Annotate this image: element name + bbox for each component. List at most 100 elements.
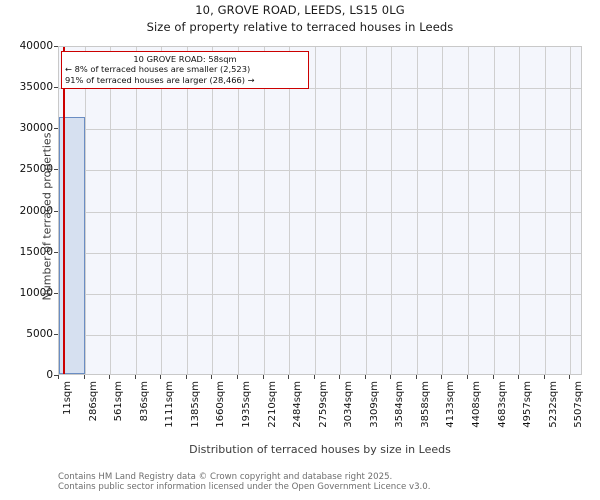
- annotation-line-3: 91% of terraced houses are larger (28,46…: [65, 74, 255, 85]
- property-annotation-box: 10 GROVE ROAD: 58sqm ← 8% of terraced ho…: [61, 51, 309, 89]
- y-tickmark: [54, 87, 58, 89]
- x-tickmark: [109, 375, 111, 379]
- x-tick-label: 1385sqm: [189, 381, 201, 428]
- x-tickmark: [441, 375, 443, 379]
- y-tickmark: [54, 210, 58, 212]
- gridline-vertical: [391, 47, 393, 374]
- x-tickmark: [492, 375, 494, 379]
- gridline-vertical: [110, 47, 112, 374]
- gridline-horizontal: [59, 170, 581, 172]
- x-tick-label: 3584sqm: [394, 381, 406, 428]
- y-tick-label: 20000: [19, 204, 53, 217]
- y-tick-label: 10000: [19, 286, 53, 299]
- x-tick-label: 3309sqm: [368, 381, 380, 428]
- bar: [59, 117, 85, 374]
- y-tickmark: [54, 292, 58, 294]
- plot-area: [58, 46, 582, 375]
- gridline-vertical: [493, 47, 495, 374]
- footer-line-1: Contains HM Land Registry data © Crown c…: [58, 472, 393, 482]
- x-tickmark: [236, 375, 238, 379]
- x-tickmark: [415, 375, 417, 379]
- x-tickmark: [262, 375, 264, 379]
- x-axis-ticks: 11sqm 286sqm 561sqm 836sqm 1111sqm 1385sqm 166…: [0, 381, 600, 443]
- x-tickmark: [58, 375, 59, 379]
- y-tickmark: [54, 46, 58, 47]
- x-tick-label: 1660sqm: [215, 381, 227, 428]
- gridline-vertical: [289, 47, 291, 374]
- x-tick-label: 5232sqm: [547, 381, 559, 428]
- x-tickmark: [390, 375, 392, 379]
- gridline-vertical: [212, 47, 214, 374]
- annotation-line-1: 10 GROVE ROAD: 58sqm: [133, 54, 237, 64]
- gridline-vertical: [468, 47, 470, 374]
- y-tick-label: 0: [46, 369, 53, 381]
- x-tick-label: 4133sqm: [445, 381, 457, 428]
- y-axis-label: Number of terraced properties: [40, 132, 54, 301]
- gridline-vertical: [135, 47, 137, 374]
- x-tick-label: 4408sqm: [471, 381, 483, 428]
- gridline-vertical: [340, 47, 342, 374]
- x-tickmark: [288, 375, 290, 379]
- x-tickmark: [313, 375, 315, 379]
- x-tick-label: 11sqm: [62, 381, 73, 416]
- footer-attribution: Contains HM Land Registry data © Crown c…: [58, 472, 430, 493]
- gridline-vertical: [416, 47, 418, 374]
- gridline-vertical: [237, 47, 239, 374]
- footer-line-2: Contains public sector information licen…: [58, 482, 431, 493]
- y-tick-label: 40000: [19, 40, 53, 52]
- x-axis-label: Distribution of terraced houses by size …: [189, 443, 451, 456]
- gridline-horizontal: [59, 211, 581, 213]
- x-tick-label: 2759sqm: [317, 381, 329, 428]
- gridline-vertical: [570, 47, 572, 374]
- gridline-vertical: [442, 47, 444, 374]
- y-tickmark: [54, 128, 58, 130]
- gridline-vertical: [84, 47, 86, 374]
- x-tick-label: 561sqm: [113, 381, 125, 422]
- x-tickmark: [160, 375, 162, 379]
- y-tickmark: [54, 375, 58, 376]
- gridline-vertical: [186, 47, 188, 374]
- y-tickmark: [54, 333, 58, 335]
- gridline-horizontal: [59, 293, 581, 295]
- page-title: 10, GROVE ROAD, LEEDS, LS15 0LG: [195, 3, 405, 17]
- gridline-vertical: [161, 47, 163, 374]
- x-tickmark: [569, 375, 571, 379]
- x-tickmark: [543, 375, 545, 379]
- x-tick-label: 4957sqm: [522, 381, 534, 428]
- x-tick-label: 5507sqm: [573, 381, 585, 428]
- y-axis-ticks: 0 5000 10000 15000 20000 25000 30000 35000 40000: [0, 0, 53, 500]
- y-tick-label: 30000: [19, 122, 53, 135]
- x-tick-label: 3034sqm: [343, 381, 355, 428]
- chart-subtitle: Size of property relative to terraced ho…: [146, 20, 454, 34]
- x-tick-label: 3858sqm: [419, 381, 431, 428]
- x-tick-label: 836sqm: [138, 381, 150, 422]
- gridline-horizontal: [59, 129, 581, 131]
- x-tick-label: 286sqm: [87, 381, 99, 422]
- gridline-horizontal: [59, 88, 581, 90]
- x-tickmark: [339, 375, 341, 379]
- x-tick-label: 1935sqm: [240, 381, 252, 428]
- property-marker-line: [63, 47, 65, 374]
- x-tick-label: 2210sqm: [266, 381, 278, 428]
- gridline-vertical: [519, 47, 521, 374]
- x-tickmark: [364, 375, 366, 379]
- x-tickmark: [467, 375, 469, 379]
- y-tick-label: 5000: [26, 327, 53, 340]
- x-tickmark: [83, 375, 85, 379]
- y-tick-label: 15000: [19, 245, 53, 258]
- y-tick-label: 25000: [19, 163, 53, 176]
- x-tickmark: [211, 375, 213, 379]
- x-tick-label: 1111sqm: [164, 381, 176, 428]
- x-tickmark: [518, 375, 520, 379]
- x-tickmark: [185, 375, 187, 379]
- x-tick-label: 2484sqm: [292, 381, 304, 428]
- x-tick-label: 4683sqm: [496, 381, 508, 428]
- y-tick-label: 35000: [19, 81, 53, 94]
- gridline-vertical: [314, 47, 316, 374]
- y-tickmark: [54, 169, 58, 171]
- y-tickmark: [54, 251, 58, 253]
- annotation-line-2: ← 8% of terraced houses are smaller (2,5…: [65, 64, 251, 75]
- x-tickmark: [134, 375, 136, 379]
- gridline-vertical: [544, 47, 546, 374]
